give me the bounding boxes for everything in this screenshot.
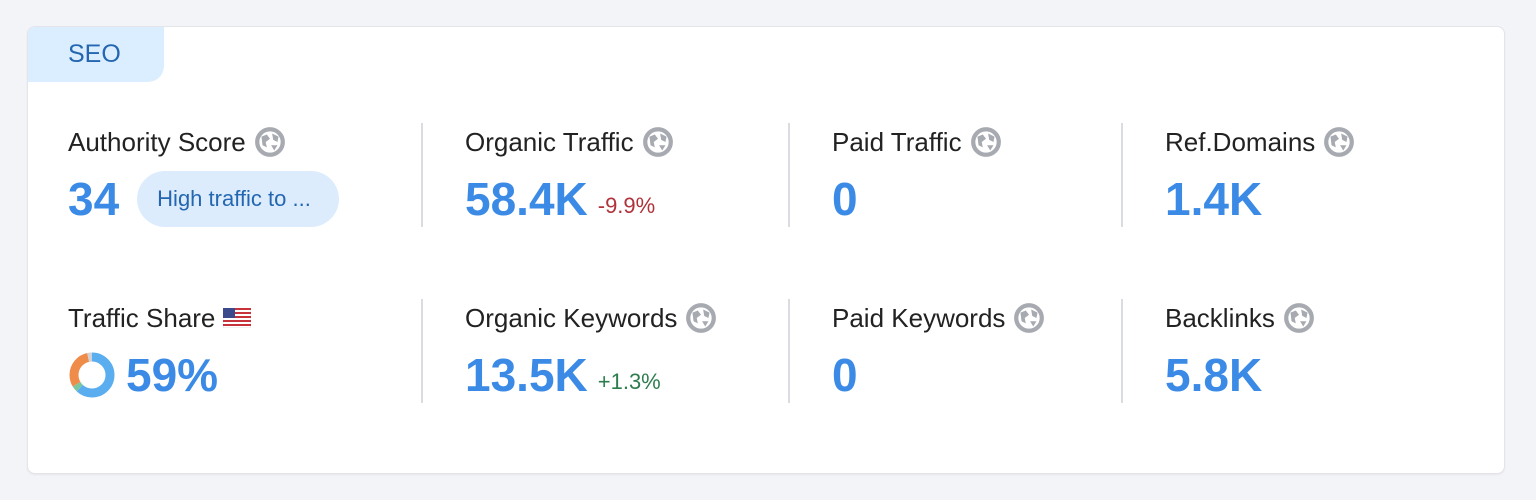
- info-icon[interactable]: [254, 126, 286, 158]
- metric-value: 0: [832, 349, 858, 401]
- info-icon[interactable]: [1013, 302, 1045, 334]
- info-icon[interactable]: [970, 126, 1002, 158]
- divider: [788, 299, 790, 403]
- change: +1.3%: [597, 369, 661, 394]
- tab-label: SEO: [68, 40, 121, 68]
- metric-label: Paid Keywords: [832, 302, 1006, 333]
- tab[interactable]: SEO: [28, 27, 164, 82]
- flag-icon: [223, 308, 252, 328]
- donut-icon: [69, 352, 115, 398]
- metric-value: 0: [832, 173, 858, 225]
- metric-value: 5.8K: [1165, 349, 1263, 401]
- divider: [421, 299, 423, 403]
- badge[interactable]: High traffic to ...: [137, 171, 339, 227]
- divider: [421, 123, 423, 227]
- metric: Paid Keywords 0: [832, 301, 1045, 403]
- divider: [788, 123, 790, 227]
- metric: Organic Keywords 13.5K +1.3%: [465, 301, 717, 403]
- metric-label: Backlinks: [1165, 302, 1275, 333]
- metric-label: Paid Traffic: [832, 126, 962, 157]
- metric-value: 58.4K: [465, 173, 588, 225]
- metric-label: Authority Score: [68, 126, 246, 157]
- metric-label: Organic Keywords: [465, 302, 678, 333]
- info-icon[interactable]: [1323, 126, 1355, 158]
- metric: Traffic Share 59%: [68, 301, 252, 403]
- metric-label: Organic Traffic: [465, 126, 634, 157]
- metric: Authority Score 34 High traffic to ...: [68, 125, 339, 227]
- info-icon[interactable]: [642, 126, 674, 158]
- info-icon[interactable]: [1283, 302, 1315, 334]
- seo-card: SEO Authority Score 34 High traffic to ..…: [27, 26, 1505, 474]
- metric-label: Traffic Share: [68, 302, 216, 333]
- divider: [1121, 123, 1123, 227]
- metric: Ref.Domains 1.4K: [1165, 125, 1355, 227]
- divider: [1121, 299, 1123, 403]
- change: -9.9%: [597, 193, 656, 218]
- metric-label: Ref.Domains: [1165, 126, 1316, 157]
- metric: Organic Traffic 58.4K -9.9%: [465, 125, 674, 227]
- metric-value: 59%: [126, 349, 219, 401]
- metric-value: 34: [68, 173, 120, 225]
- metric: Backlinks 5.8K: [1165, 301, 1315, 403]
- metric-value: 13.5K: [465, 349, 588, 401]
- info-icon[interactable]: [685, 302, 717, 334]
- metric: Paid Traffic 0: [832, 125, 1002, 227]
- metric-value: 1.4K: [1165, 173, 1263, 225]
